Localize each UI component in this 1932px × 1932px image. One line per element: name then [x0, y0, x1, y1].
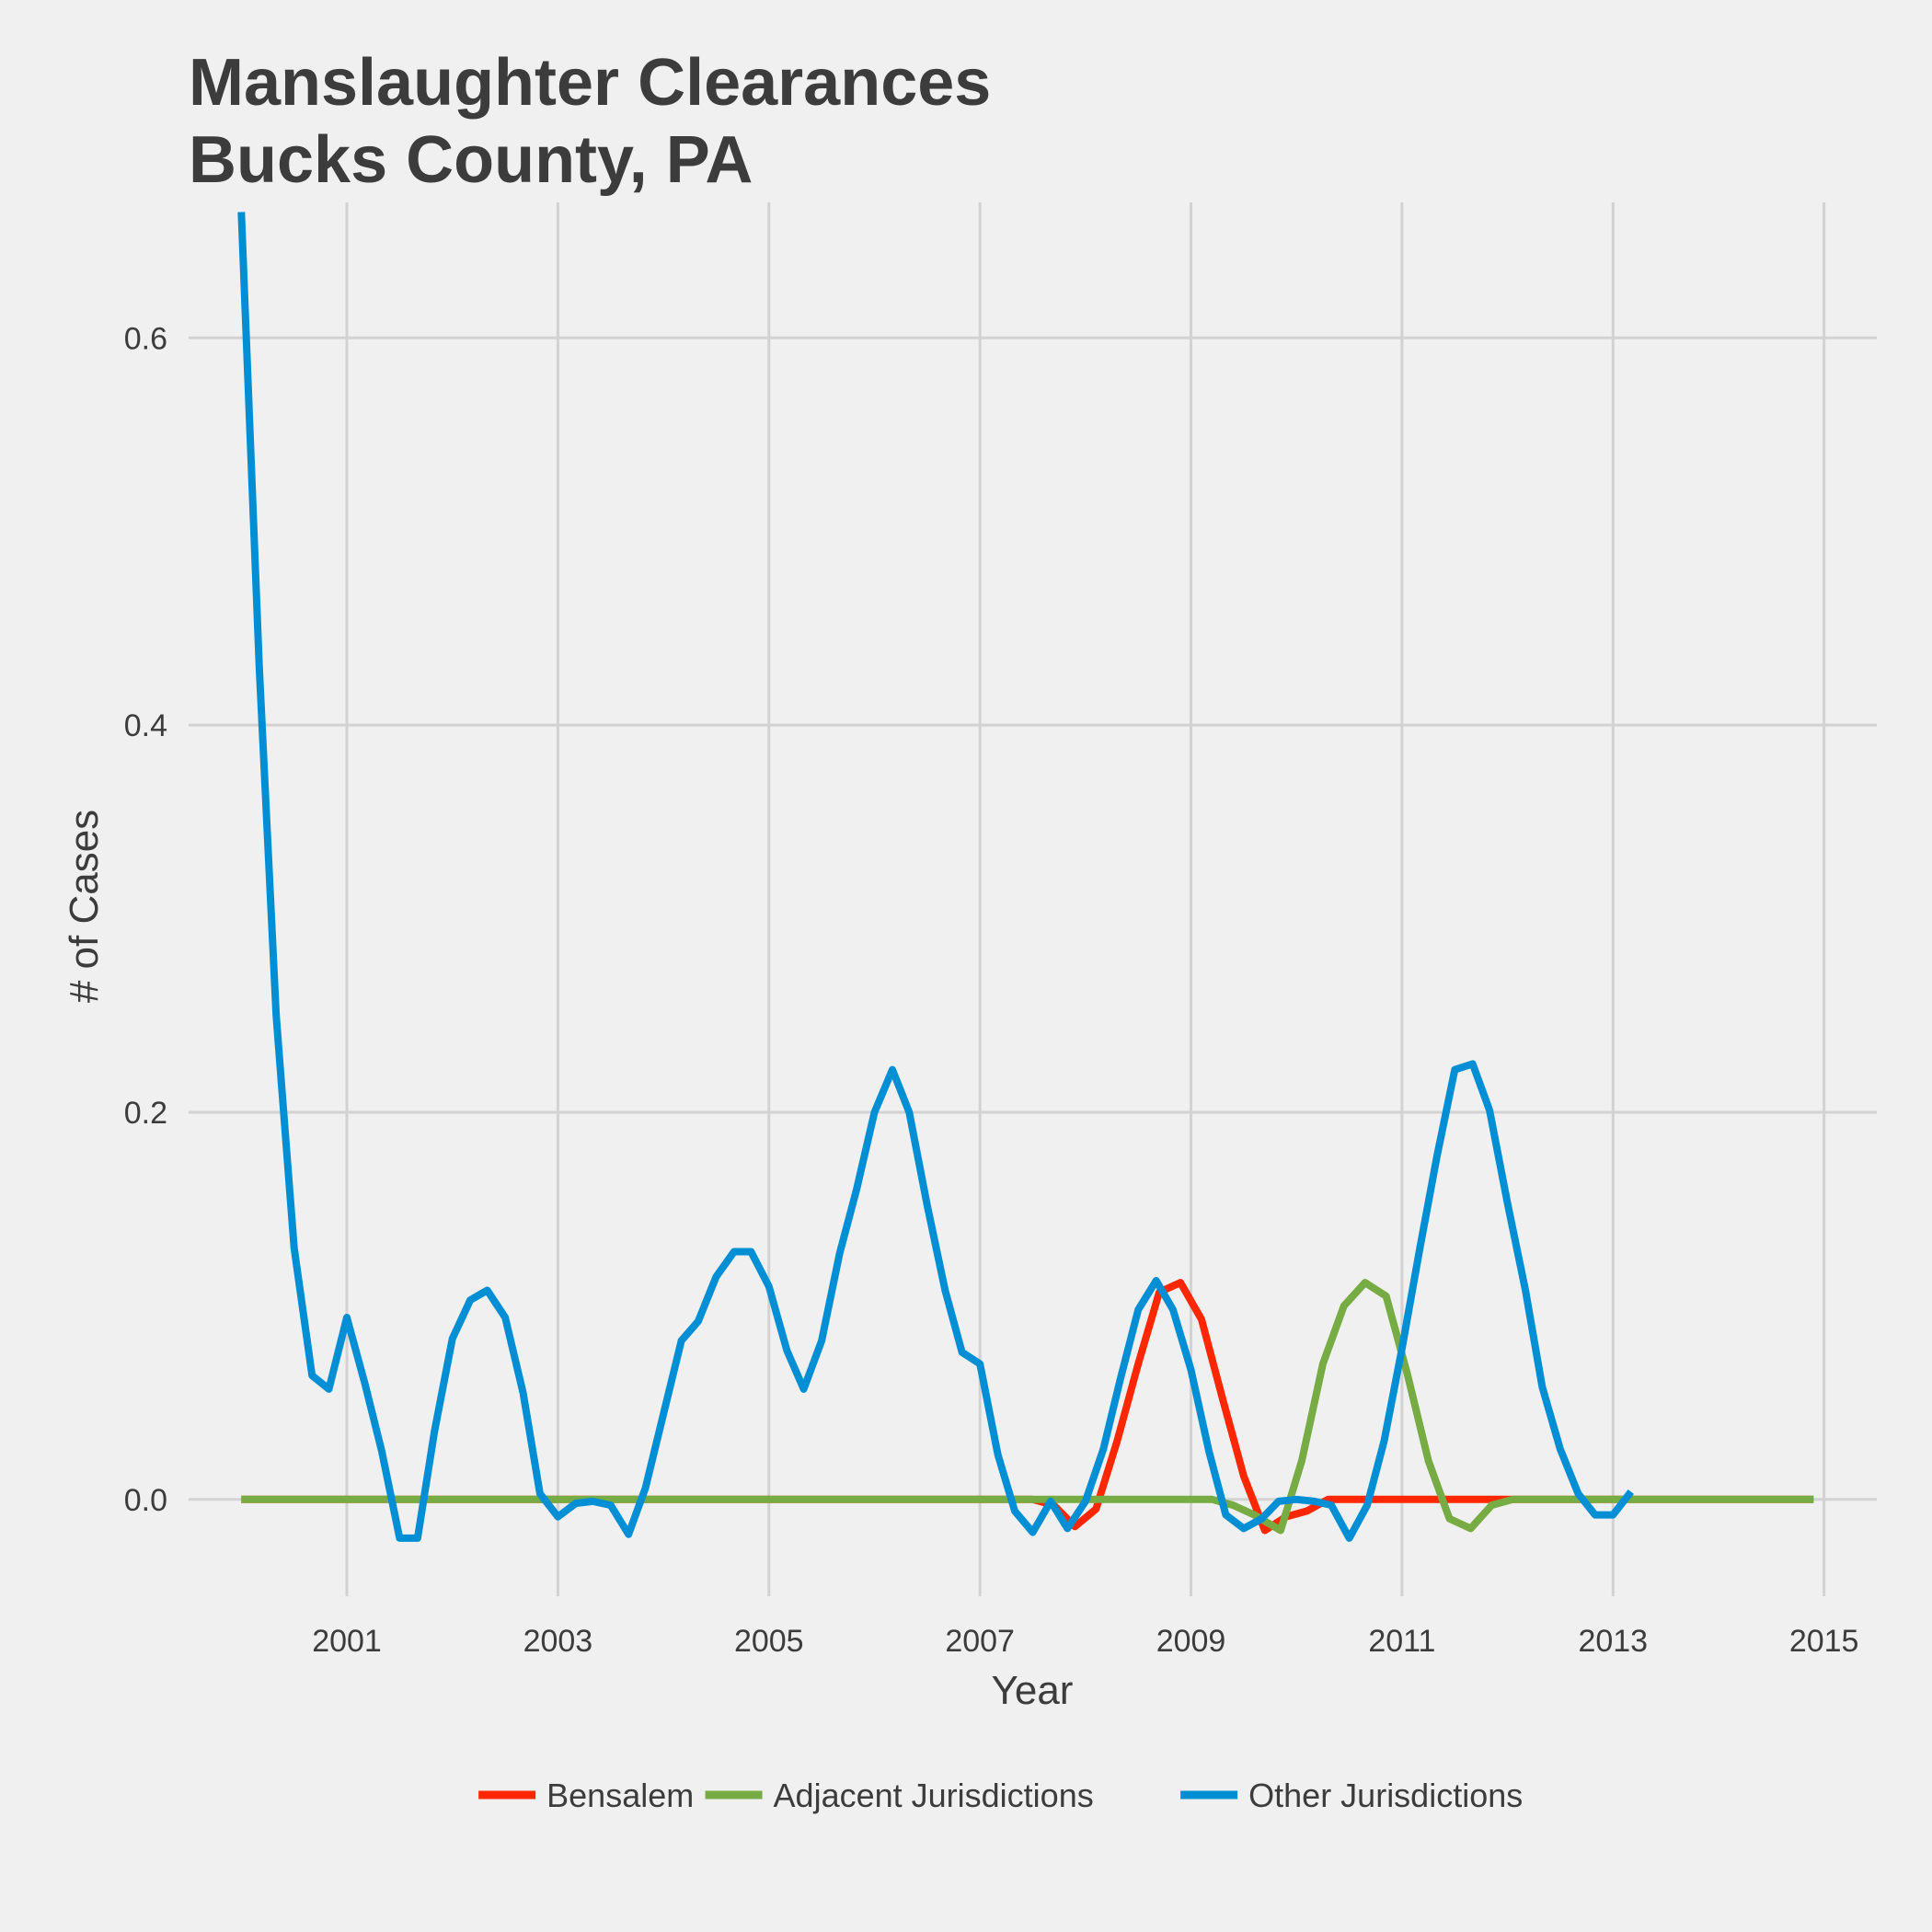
- x-tick-label: 2001: [312, 1624, 382, 1659]
- y-tick-label: 0.6: [124, 321, 167, 356]
- legend-label-other-jurisdictions: Other Jurisdictions: [1248, 1777, 1523, 1814]
- x-tick-label: 2011: [1368, 1624, 1435, 1659]
- chart-title-line2: Bucks County, PA: [189, 123, 753, 197]
- series-lines: [237, 212, 1814, 1542]
- legend: Bensalem Adjacent Jurisdictions Other Juri…: [478, 1777, 1523, 1814]
- x-tick-label: 2009: [1156, 1624, 1226, 1659]
- y-axis-ticks: 0.0 0.2 0.4 0.6: [124, 321, 167, 1518]
- x-tick-label: 2005: [734, 1624, 804, 1659]
- x-tick-label: 2013: [1578, 1624, 1648, 1659]
- series-line-adjacent-jurisdictions: [241, 1279, 1814, 1535]
- y-axis-title: # of Cases: [62, 810, 107, 1003]
- x-tick-label: 2003: [523, 1624, 593, 1659]
- chart-title-line1: Manslaughter Clearances: [189, 46, 991, 120]
- y-tick-label: 0.2: [124, 1096, 167, 1131]
- x-axis-title: Year: [992, 1668, 1074, 1713]
- x-tick-label: 2015: [1789, 1624, 1859, 1659]
- x-axis-ticks: 2001 2003 2005 2007 2009 2011 2013 2015: [312, 1624, 1858, 1659]
- y-tick-label: 0.0: [124, 1483, 167, 1518]
- series-line-other-jurisdictions: [237, 212, 1634, 1542]
- y-tick-label: 0.4: [124, 708, 167, 743]
- legend-label-bensalem: Bensalem: [546, 1777, 694, 1814]
- legend-label-adjacent-jurisdictions: Adjacent Jurisdictions: [774, 1777, 1094, 1814]
- x-tick-label: 2007: [945, 1624, 1015, 1659]
